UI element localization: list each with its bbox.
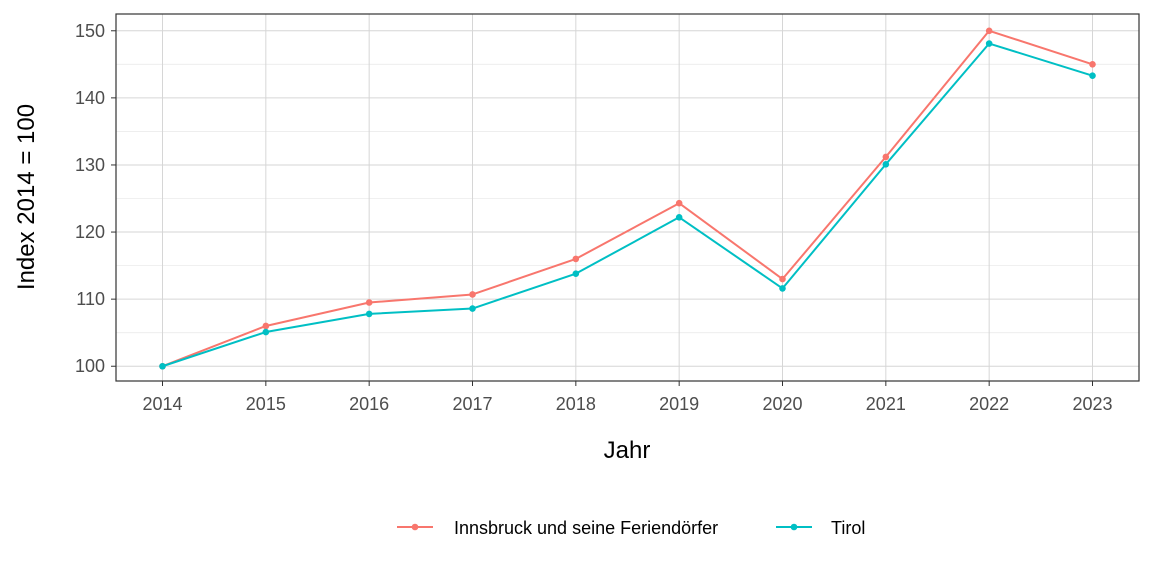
x-tick-label-2023: 2023 — [1072, 394, 1112, 414]
y-tick-label-100: 100 — [75, 356, 105, 376]
plot-frame — [115, 13, 1140, 382]
data-point-innsbruck-2021 — [882, 153, 890, 161]
x-axis-title: Jahr — [604, 437, 651, 464]
x-tick-label-2022: 2022 — [969, 394, 1009, 414]
axes: 100 110 120 130 140 150 2014 2015 2016 2017 2018 20… — [75, 21, 1113, 414]
data-point-innsbruck-2019 — [675, 199, 683, 207]
x-tick-label-2016: 2016 — [349, 394, 389, 414]
x-tick-label-2014: 2014 — [142, 394, 182, 414]
data-point-innsbruck-2020 — [779, 275, 786, 283]
x-tick-label-2019: 2019 — [659, 394, 699, 414]
data-point-tirol-2019 — [675, 213, 683, 221]
y-tick-label-110: 110 — [76, 289, 105, 309]
data-point-tirol-2016 — [365, 310, 373, 318]
y-tick-label-150: 150 — [75, 21, 105, 41]
data-point-tirol-2021 — [882, 160, 890, 168]
data-point-innsbruck-2017 — [469, 291, 476, 298]
data-point-tirol-2020 — [779, 285, 786, 292]
series-line-innsbruck — [162, 29, 1093, 368]
data-point-innsbruck-2018 — [572, 255, 580, 263]
data-point-innsbruck-2023 — [1089, 61, 1096, 68]
data-point-tirol-2023 — [1089, 72, 1096, 80]
x-tick-label-2015: 2015 — [246, 394, 286, 414]
legend-label-innsbruck: Innsbruck und seine Feriendörfer — [454, 518, 718, 538]
x-tick-label-2017: 2017 — [452, 394, 492, 414]
legend: Innsbruck und seine Feriendörfer Tirol — [397, 518, 865, 538]
y-tick-label-130: 130 — [75, 155, 105, 175]
x-tick-label-2020: 2020 — [762, 394, 802, 414]
grid — [116, 14, 1139, 381]
series-lines — [159, 27, 1096, 370]
data-point-tirol-2017 — [469, 305, 476, 312]
data-point-tirol-2018 — [572, 270, 580, 277]
x-tick-label-2018: 2018 — [556, 394, 596, 414]
series-line-tirol — [162, 42, 1093, 368]
data-point-innsbruck-2016 — [365, 299, 373, 306]
data-point-tirol-2022 — [985, 40, 993, 47]
data-point-tirol-2014 — [159, 362, 166, 370]
data-point-innsbruck-2015 — [262, 322, 270, 330]
y-tick-label-120: 120 — [75, 222, 105, 242]
data-point-tirol-2015 — [262, 328, 270, 336]
legend-key-marker-tirol — [790, 523, 798, 531]
y-axis-title: Index 2014 = 100 — [13, 104, 40, 290]
y-tick-label-140: 140 — [75, 88, 105, 108]
legend-item-tirol: Tirol — [776, 518, 865, 538]
legend-key-marker-innsbruck — [411, 523, 419, 531]
legend-item-innsbruck: Innsbruck und seine Feriendörfer — [397, 518, 718, 538]
legend-label-tirol: Tirol — [831, 518, 865, 538]
data-point-innsbruck-2022 — [985, 27, 993, 35]
x-tick-label-2021: 2021 — [866, 394, 906, 414]
